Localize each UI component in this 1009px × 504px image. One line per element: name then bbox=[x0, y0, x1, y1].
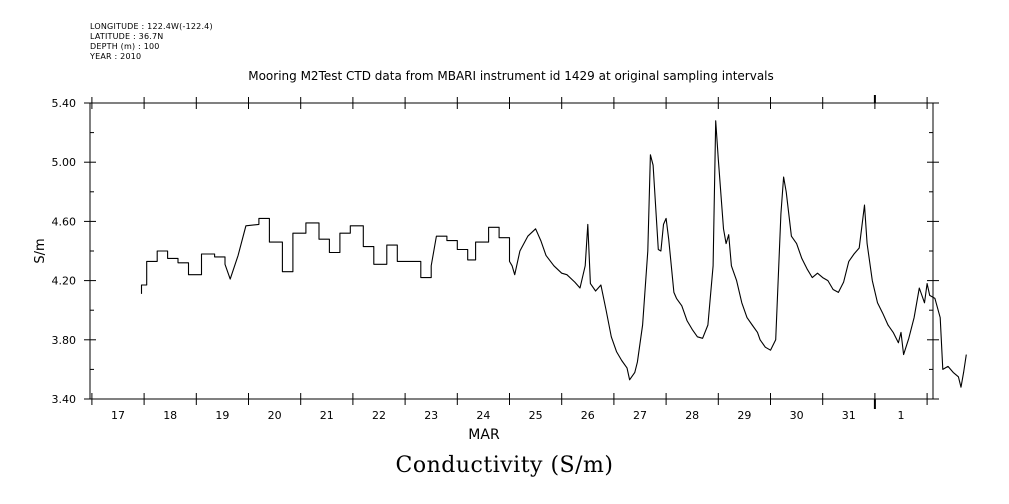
chart-caption: Conductivity (S/m) bbox=[395, 453, 614, 478]
x-tick-label: 30 bbox=[790, 409, 804, 422]
depth-label: DEPTH (m) : 100 bbox=[90, 42, 160, 51]
y-tick-label: 5.00 bbox=[52, 156, 77, 169]
plot-frame bbox=[89, 102, 934, 400]
x-tick-label: 29 bbox=[737, 409, 751, 422]
axes: 3.40 3.80 4.20 4.60 5.00 5.40 17 18 19 20 21 22 23 24… bbox=[52, 95, 939, 422]
conductivity-series-line bbox=[140, 120, 967, 388]
y-tick-label: 4.60 bbox=[52, 215, 77, 228]
y-axis-label: S/m bbox=[33, 238, 48, 263]
x-tick-label: 28 bbox=[685, 409, 699, 422]
x-tick-label: 1 bbox=[898, 409, 905, 422]
x-tick-label: 26 bbox=[581, 409, 595, 422]
x-tick-label: 18 bbox=[163, 409, 177, 422]
latitude-label: LATITUDE : 36.7N bbox=[90, 32, 164, 41]
longitude-label: LONGITUDE : 122.4W(-122.4) bbox=[90, 22, 213, 31]
metadata-block: LONGITUDE : 122.4W(-122.4) LATITUDE : 36… bbox=[90, 22, 213, 62]
x-tick-label: 24 bbox=[476, 409, 490, 422]
y-tick-label: 4.20 bbox=[52, 275, 77, 288]
chart-title: Mooring M2Test CTD data from MBARI instr… bbox=[248, 69, 774, 83]
y-tick-label: 3.80 bbox=[52, 334, 77, 347]
x-tick-label: 22 bbox=[372, 409, 386, 422]
x-tick-label: 17 bbox=[111, 409, 125, 422]
x-tick-label: 25 bbox=[529, 409, 543, 422]
series-layer bbox=[140, 120, 967, 388]
x-tick-label: 23 bbox=[424, 409, 438, 422]
x-tick-label: 27 bbox=[633, 409, 647, 422]
x-tick-label: 31 bbox=[842, 409, 856, 422]
y-tick-label: 3.40 bbox=[52, 393, 77, 406]
x-tick-label: 19 bbox=[215, 409, 229, 422]
y-tick-label: 5.40 bbox=[52, 97, 77, 110]
x-axis-label: MAR bbox=[468, 427, 500, 443]
x-tick-label: 21 bbox=[320, 409, 334, 422]
year-label: YEAR : 2010 bbox=[90, 52, 142, 61]
x-tick-label: 20 bbox=[268, 409, 282, 422]
